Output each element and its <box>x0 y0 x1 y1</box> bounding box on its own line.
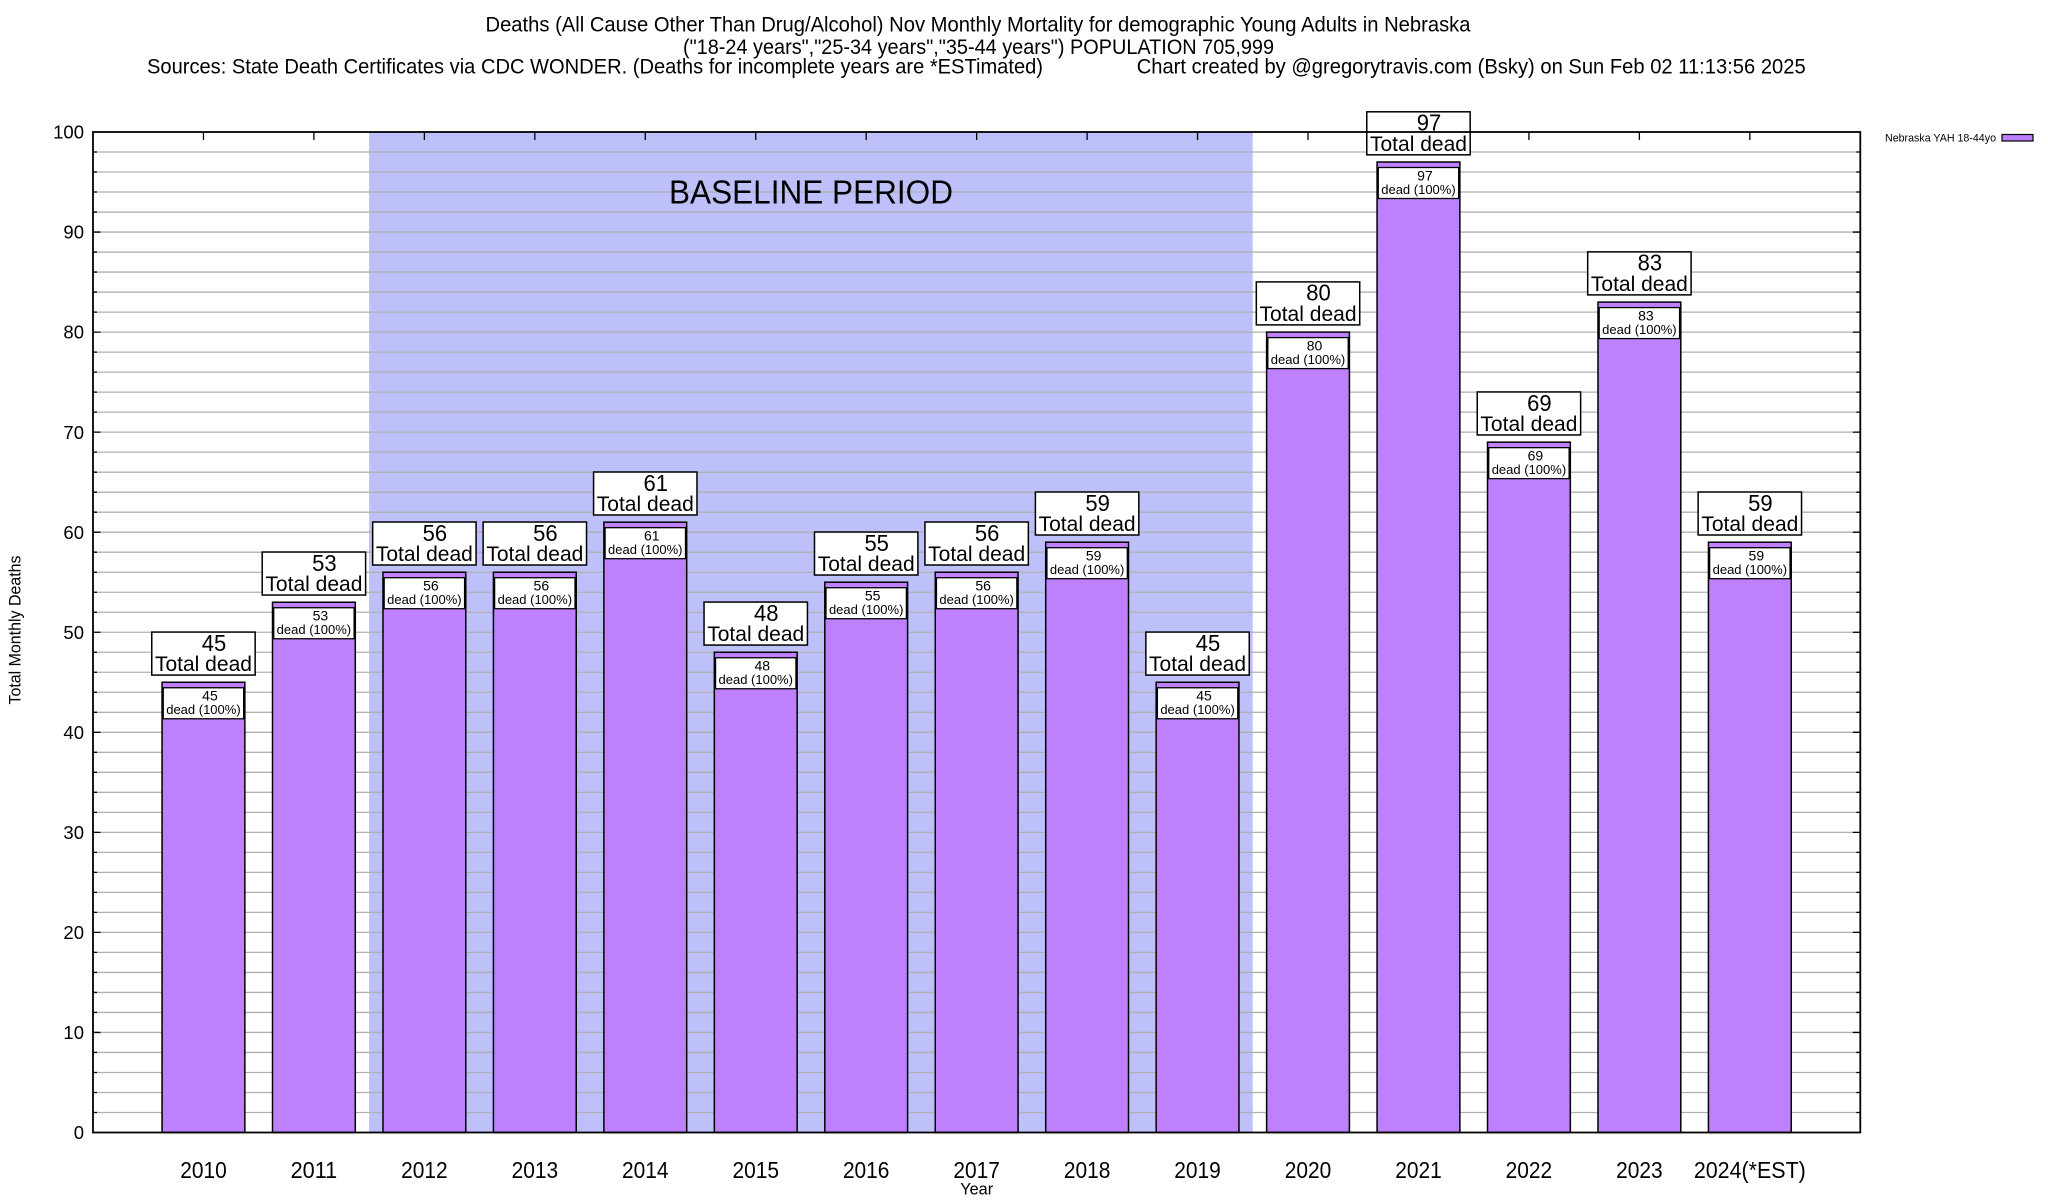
svg-text:dead (100%): dead (100%) <box>498 592 572 607</box>
svg-text:83: 83 <box>1638 250 1663 276</box>
svg-text:Total dead: Total dead <box>486 543 583 566</box>
svg-text:80: 80 <box>1307 337 1323 353</box>
svg-text:2018: 2018 <box>1064 1157 1111 1183</box>
svg-text:56: 56 <box>534 578 550 594</box>
svg-text:48: 48 <box>754 600 779 626</box>
svg-text:55: 55 <box>864 530 889 556</box>
svg-text:100: 100 <box>53 122 84 143</box>
svg-text:50: 50 <box>63 622 84 643</box>
svg-text:20: 20 <box>63 922 84 943</box>
svg-text:2012: 2012 <box>401 1157 448 1183</box>
svg-text:45: 45 <box>202 630 227 656</box>
svg-text:48: 48 <box>754 658 770 674</box>
svg-text:56: 56 <box>975 520 1000 546</box>
svg-text:59: 59 <box>1085 490 1110 516</box>
svg-text:53: 53 <box>312 550 337 576</box>
svg-text:40: 40 <box>63 722 84 743</box>
svg-text:Total dead: Total dead <box>265 573 362 596</box>
svg-text:59: 59 <box>1749 548 1765 564</box>
svg-text:45: 45 <box>1196 630 1221 656</box>
svg-text:Total dead: Total dead <box>928 543 1025 566</box>
svg-text:2019: 2019 <box>1174 1157 1221 1183</box>
svg-text:56: 56 <box>423 578 439 594</box>
svg-text:dead (100%): dead (100%) <box>387 592 461 607</box>
svg-text:dead (100%): dead (100%) <box>1713 562 1787 577</box>
svg-text:Chart created by @gregorytravi: Chart created by @gregorytravis.com (Bsk… <box>1137 56 1806 79</box>
svg-text:Total dead: Total dead <box>597 493 694 516</box>
svg-text:83: 83 <box>1638 307 1654 323</box>
svg-text:dead (100%): dead (100%) <box>1050 562 1124 577</box>
svg-text:Total dead: Total dead <box>707 623 804 646</box>
svg-text:0: 0 <box>74 1122 84 1143</box>
svg-text:Total dead: Total dead <box>818 553 915 576</box>
svg-text:("18-24 years","25-34 years",": ("18-24 years","25-34 years","35-44 year… <box>683 36 1274 59</box>
svg-text:2017: 2017 <box>953 1157 1000 1183</box>
svg-text:Year: Year <box>960 1180 993 1198</box>
svg-text:Deaths (All Cause Other Than D: Deaths (All Cause Other Than Drug/Alcoho… <box>486 14 1471 37</box>
svg-text:69: 69 <box>1528 447 1544 463</box>
svg-text:80: 80 <box>63 322 84 343</box>
svg-text:Total dead: Total dead <box>1480 413 1577 436</box>
svg-text:Total Monthly Deaths: Total Monthly Deaths <box>5 556 24 705</box>
svg-text:Total dead: Total dead <box>1149 653 1246 676</box>
svg-text:2014: 2014 <box>622 1157 669 1183</box>
svg-text:Sources: State Death Certifica: Sources: State Death Certificates via CD… <box>147 56 1043 79</box>
svg-text:2011: 2011 <box>291 1157 338 1183</box>
svg-text:2023: 2023 <box>1616 1157 1663 1183</box>
svg-text:56: 56 <box>423 520 448 546</box>
svg-text:2013: 2013 <box>512 1157 559 1183</box>
svg-text:2010: 2010 <box>180 1157 227 1183</box>
svg-text:2016: 2016 <box>843 1157 890 1183</box>
svg-text:Nebraska YAH 18-44yo: Nebraska YAH 18-44yo <box>1885 133 1996 145</box>
svg-text:90: 90 <box>63 222 84 243</box>
svg-text:45: 45 <box>1196 688 1212 704</box>
svg-text:dead (100%): dead (100%) <box>829 602 903 617</box>
svg-text:2021: 2021 <box>1395 1157 1442 1183</box>
svg-text:55: 55 <box>865 588 881 604</box>
svg-text:45: 45 <box>202 688 218 704</box>
svg-text:dead (100%): dead (100%) <box>939 592 1013 607</box>
svg-text:Total dead: Total dead <box>376 543 473 566</box>
svg-text:Total dead: Total dead <box>155 653 252 676</box>
svg-text:dead (100%): dead (100%) <box>277 622 351 637</box>
svg-text:70: 70 <box>63 422 84 443</box>
svg-text:Total dead: Total dead <box>1039 513 1136 536</box>
svg-text:53: 53 <box>313 608 329 624</box>
svg-text:Total dead: Total dead <box>1591 273 1688 296</box>
svg-text:30: 30 <box>63 822 84 843</box>
svg-text:56: 56 <box>533 520 558 546</box>
svg-text:61: 61 <box>644 527 660 543</box>
svg-text:2022: 2022 <box>1506 1157 1553 1183</box>
svg-text:2015: 2015 <box>732 1157 779 1183</box>
svg-text:61: 61 <box>644 470 669 496</box>
svg-text:80: 80 <box>1306 280 1331 306</box>
svg-text:56: 56 <box>975 578 991 594</box>
svg-text:dead (100%): dead (100%) <box>166 702 240 717</box>
svg-text:2020: 2020 <box>1285 1157 1332 1183</box>
svg-text:Total dead: Total dead <box>1370 133 1467 156</box>
svg-text:dead (100%): dead (100%) <box>1381 182 1455 197</box>
svg-text:59: 59 <box>1748 490 1773 516</box>
svg-text:Total dead: Total dead <box>1260 303 1357 326</box>
svg-text:60: 60 <box>63 522 84 543</box>
svg-text:dead (100%): dead (100%) <box>1492 462 1566 477</box>
svg-text:dead (100%): dead (100%) <box>1602 322 1676 337</box>
svg-text:dead (100%): dead (100%) <box>1160 702 1234 717</box>
svg-text:59: 59 <box>1086 548 1102 564</box>
svg-text:Total dead: Total dead <box>1701 513 1798 536</box>
svg-text:dead (100%): dead (100%) <box>1271 352 1345 367</box>
svg-text:97: 97 <box>1417 167 1433 183</box>
svg-text:2024(*EST): 2024(*EST) <box>1694 1157 1806 1183</box>
svg-text:dead (100%): dead (100%) <box>719 672 793 687</box>
svg-text:BASELINE PERIOD: BASELINE PERIOD <box>669 174 953 211</box>
svg-text:10: 10 <box>63 1022 84 1043</box>
svg-text:dead (100%): dead (100%) <box>608 542 682 557</box>
svg-text:69: 69 <box>1527 390 1552 416</box>
